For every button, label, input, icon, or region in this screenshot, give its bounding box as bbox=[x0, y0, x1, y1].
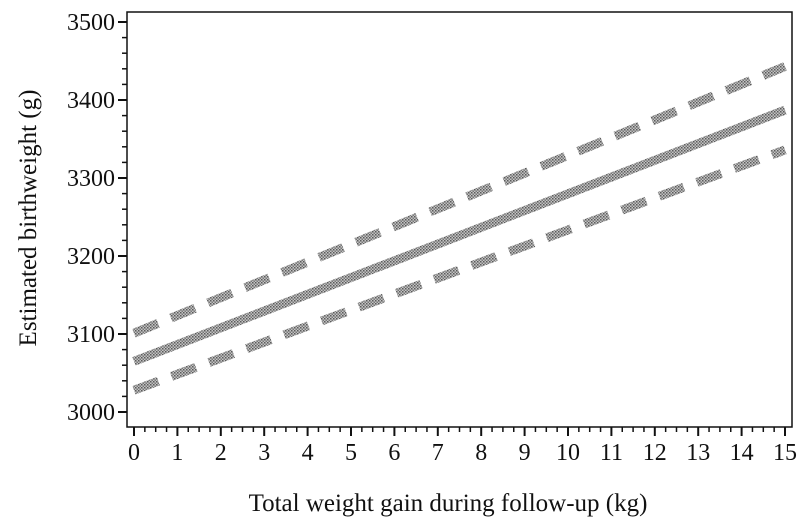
x-tick-label: 2 bbox=[215, 440, 227, 466]
x-tick-label: 9 bbox=[519, 440, 531, 466]
x-tick-label: 4 bbox=[302, 440, 314, 466]
x-tick-label: 0 bbox=[128, 440, 140, 466]
series-layer bbox=[132, 62, 787, 395]
x-axis-label: Total weight gain during follow-up (kg) bbox=[249, 490, 648, 517]
x-tick-label: 11 bbox=[600, 440, 623, 466]
x-tick-label: 1 bbox=[171, 440, 183, 466]
y-tick-label: 3200 bbox=[67, 244, 115, 270]
y-tick-label: 3400 bbox=[67, 88, 115, 114]
confidence-bound-line-1 bbox=[132, 62, 787, 338]
estimate-line-0 bbox=[132, 105, 787, 366]
x-tick-label: 14 bbox=[730, 440, 754, 466]
y-axis-label: Estimated birthweight (g) bbox=[15, 90, 42, 347]
x-tick-label: 8 bbox=[475, 440, 487, 466]
x-tick-label: 5 bbox=[345, 440, 357, 466]
y-tick-label: 3300 bbox=[67, 166, 115, 192]
x-tick-label: 12 bbox=[643, 440, 667, 466]
confidence-bound-line-2 bbox=[132, 145, 787, 395]
x-axis: 0 1 2 3 4 5 6 7 8 9 10 11 12 13 14 15 bbox=[128, 427, 797, 466]
plot-area-frame bbox=[126, 11, 793, 428]
y-axis: 3000 3100 3200 3300 3400 3500 bbox=[67, 10, 127, 426]
x-tick-label: 3 bbox=[258, 440, 270, 466]
y-tick-label: 3500 bbox=[67, 10, 115, 36]
y-tick-label: 3100 bbox=[67, 322, 115, 348]
x-tick-label: 7 bbox=[432, 440, 444, 466]
y-tick-label: 3000 bbox=[67, 400, 115, 426]
x-tick-label: 13 bbox=[686, 440, 710, 466]
x-tick-label: 6 bbox=[388, 440, 400, 466]
x-tick-label: 10 bbox=[556, 440, 580, 466]
x-tick-label: 15 bbox=[773, 440, 797, 466]
